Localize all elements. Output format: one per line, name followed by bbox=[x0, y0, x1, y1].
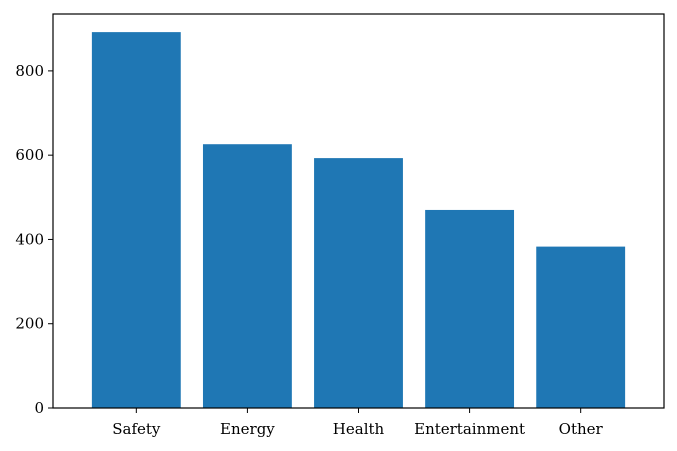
y-axis: 0 200 400 600 800 bbox=[15, 62, 53, 417]
x-tick-label: Safety bbox=[112, 420, 161, 438]
bars-group bbox=[91, 32, 626, 409]
y-tick-label: 200 bbox=[15, 315, 44, 333]
bar-other bbox=[536, 246, 626, 408]
x-axis: Safety Energy Health Entertainment Other bbox=[112, 408, 604, 438]
bar-health bbox=[314, 158, 403, 408]
y-tick-label: 0 bbox=[34, 399, 44, 417]
x-tick-label: Health bbox=[333, 420, 385, 438]
bar-energy bbox=[202, 144, 292, 408]
x-tick-label: Energy bbox=[220, 420, 275, 438]
y-tick-label: 400 bbox=[15, 230, 44, 248]
bar-safety bbox=[91, 32, 181, 409]
plot-frame bbox=[52, 13, 665, 409]
y-tick-label: 800 bbox=[15, 62, 44, 80]
bar-entertainment bbox=[425, 209, 515, 408]
x-tick-label: Entertainment bbox=[414, 420, 525, 438]
x-tick-label: Other bbox=[559, 420, 604, 438]
y-tick-label: 600 bbox=[15, 146, 44, 164]
